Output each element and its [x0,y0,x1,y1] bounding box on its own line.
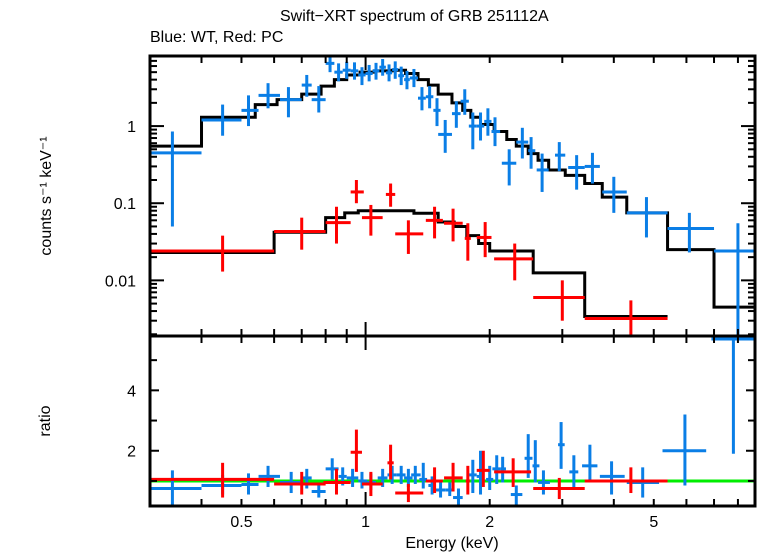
y-tick-label: 1 [127,119,136,136]
chart-subtitle: Blue: WT, Red: PC [150,29,284,46]
x-tick-label: 1 [361,514,370,531]
ratio-y-tick-label: 4 [127,383,136,400]
y-tick-label: 0.01 [105,273,136,290]
x-axis-label: Energy (keV) [405,535,499,552]
ratio-y-tick-label: 2 [127,444,136,461]
chart-title: Swift−XRT spectrum of GRB 251112A [280,8,549,25]
x-tick-label: 2 [485,514,494,531]
y-tick-label: 0.1 [114,196,136,213]
x-tick-label: 0.5 [230,514,252,531]
x-tick-label: 5 [649,514,658,531]
model-line-wt [150,68,755,309]
model-line-pc [150,209,668,319]
